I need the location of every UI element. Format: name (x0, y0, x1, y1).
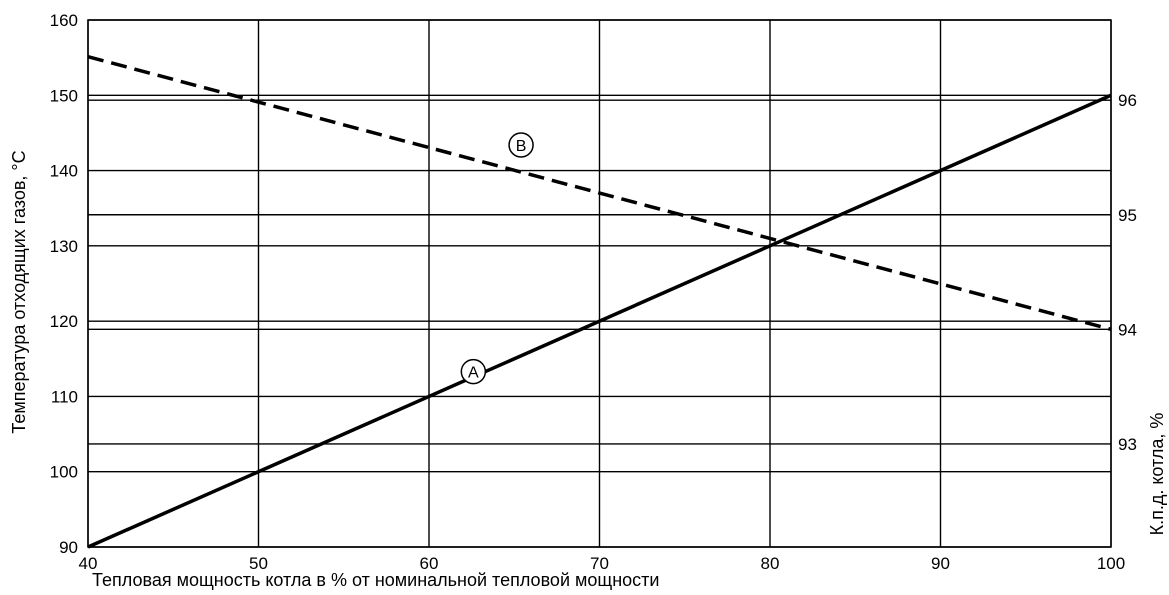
x-tick-label: 40 (79, 554, 98, 573)
series-layer (87, 54, 1112, 549)
series-marker-circle-B (508, 132, 534, 158)
y-right-tick-label: 95 (1118, 206, 1137, 225)
x-tick-label: 50 (249, 554, 268, 573)
y-right-tick-label: 96 (1118, 91, 1137, 110)
x-axis-title: Тепловая мощность котла в % от номинальн… (92, 570, 659, 590)
series-marker-circle-A (460, 358, 487, 385)
x-tick-label: 70 (590, 554, 609, 573)
y-left-tick-label: 140 (50, 162, 78, 181)
y-left-tick-label: 90 (59, 538, 78, 557)
series-line-A (87, 93, 1112, 549)
series-marker-label-A: A (468, 365, 479, 382)
y-right-tick-label: 94 (1118, 320, 1137, 339)
y-left-tick-label: 100 (50, 463, 78, 482)
x-tick-label: 80 (761, 554, 780, 573)
x-tick-label: 60 (420, 554, 439, 573)
y-axis-left-title: Температура отходящих газов, °C (9, 150, 29, 433)
y-left-tick-label: 120 (50, 312, 78, 331)
plot-frame (87, 19, 1112, 548)
y-left-tick-label: 150 (50, 86, 78, 105)
y-left-tick-label: 110 (51, 387, 78, 406)
tick-labels: 40 50 60 70 80 90 100 90 100 110 120 130 140 150 160 93… (50, 11, 1137, 573)
series-markers: AB (460, 132, 534, 385)
y-left-tick-label: 130 (50, 237, 78, 256)
x-tick-label: 90 (931, 554, 950, 573)
x-tick-label: 100 (1097, 554, 1125, 573)
y-right-tick-label: 93 (1118, 435, 1137, 454)
series-line-B (87, 54, 1112, 332)
y-axis-right-title: К.п.д. котла, % (1147, 413, 1167, 536)
series-marker-label-B: B (516, 138, 527, 155)
y-left-tick-label: 160 (50, 11, 78, 30)
